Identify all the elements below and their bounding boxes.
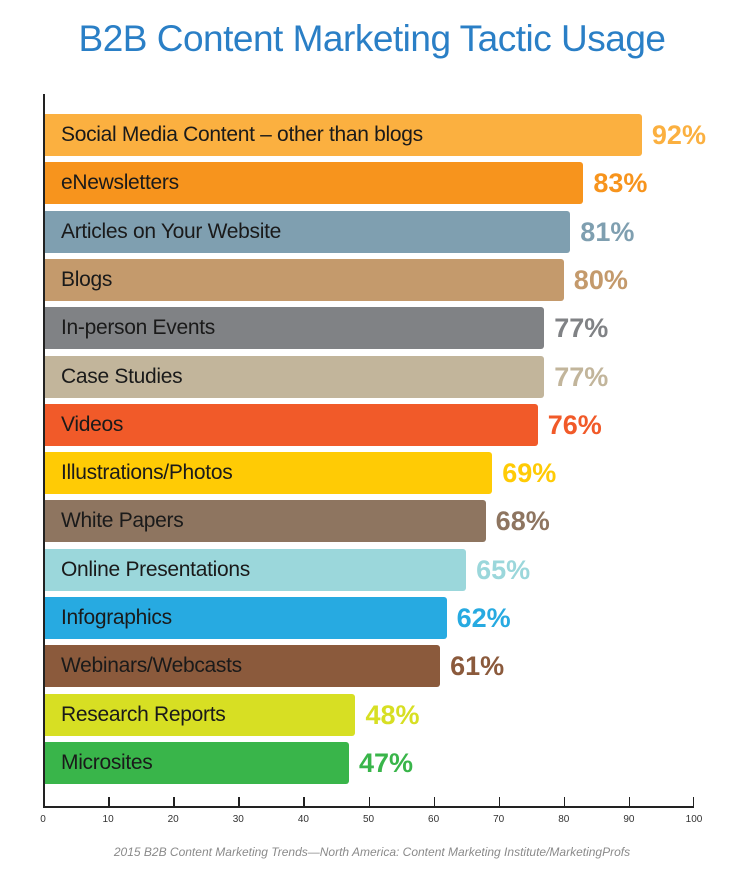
bar-value-label: 77% <box>554 313 609 344</box>
bar-label: Blogs <box>61 267 113 291</box>
bar: Social Media Content – other than blogs <box>45 114 642 156</box>
bar-label: Microsites <box>61 750 153 774</box>
y-axis-line <box>43 94 45 808</box>
bar-label: Illustrations/Photos <box>61 461 233 485</box>
x-tick-mark <box>563 797 566 807</box>
bar: Articles on Your Website <box>45 210 571 253</box>
x-tick-label: 40 <box>297 814 309 825</box>
chart-title: B2B Content Marketing Tactic Usage <box>78 18 666 59</box>
x-tick-mark <box>628 797 631 807</box>
bar-value-label: 47% <box>358 747 414 778</box>
x-tick-mark <box>498 797 501 807</box>
x-tick-mark <box>43 797 45 807</box>
bar-label: Articles on Your Website <box>61 219 282 243</box>
bar-label: Infographics <box>61 606 172 629</box>
x-tick-mark <box>238 797 240 807</box>
bar: Webinars/Webcasts <box>45 645 441 688</box>
x-tick-mark <box>433 797 436 807</box>
bar-value-label: 62% <box>456 603 511 633</box>
chart-plot-area: Social Media Content – other than blogs 9… <box>40 94 706 825</box>
bar-label: Social Media Content – other than blogs <box>61 123 423 146</box>
bar-label: Videos <box>61 412 124 436</box>
bar: Videos <box>45 403 538 446</box>
bar-value-label: 77% <box>554 361 609 392</box>
bar-value-label: 48% <box>365 699 420 730</box>
bar: Infographics <box>45 597 447 639</box>
bar-label: Online Presentations <box>61 557 250 581</box>
x-tick-mark <box>692 797 694 807</box>
bar-value-label: 80% <box>573 264 628 295</box>
x-tick-label: 80 <box>558 814 570 825</box>
bar-label: In-person Events <box>61 316 215 340</box>
bar-label: Research Reports <box>61 702 226 726</box>
x-tick-label: 90 <box>623 814 635 825</box>
x-tick-label: 20 <box>167 814 179 825</box>
x-tick-label: 60 <box>428 814 440 825</box>
bar-value-label: 81% <box>580 216 635 247</box>
x-tick-label: 0 <box>40 814 46 825</box>
bar-label: eNewsletters <box>61 171 179 195</box>
x-tick-mark <box>368 797 370 807</box>
bar-value-label: 92% <box>651 120 706 150</box>
bar-value-label: 68% <box>495 506 550 537</box>
bar: Research Reports <box>45 693 356 736</box>
source-caption: 2015 B2B Content Marketing Trends—North … <box>113 845 631 859</box>
bar-value-label: 69% <box>502 458 557 489</box>
x-tick-label: 50 <box>362 814 375 825</box>
bar: In-person Events <box>45 307 545 350</box>
bar: White Papers <box>45 500 486 543</box>
x-tick-label: 30 <box>232 814 244 825</box>
bar: Blogs <box>45 258 564 301</box>
bar: Online Presentations <box>45 548 467 591</box>
bar-label: Webinars/Webcasts <box>61 654 242 678</box>
bar: Illustrations/Photos <box>45 452 493 495</box>
x-tick-label: 70 <box>493 814 505 825</box>
bar-label: Case Studies <box>61 364 183 388</box>
bar: Microsites <box>45 741 349 784</box>
bar-value-label: 83% <box>593 168 648 199</box>
bar: Case Studies <box>45 355 545 398</box>
bar-value-label: 61% <box>450 651 505 682</box>
x-tick-mark <box>173 797 175 807</box>
x-tick-mark <box>303 797 305 807</box>
x-axis-line <box>43 806 694 808</box>
bar-value-label: 65% <box>476 554 531 585</box>
bar-label: White Papers <box>61 509 184 533</box>
x-tick-mark <box>108 797 110 807</box>
x-tick-label: 100 <box>685 814 703 825</box>
x-tick-label: 10 <box>102 814 114 825</box>
bar: eNewsletters <box>45 162 584 205</box>
bar-value-label: 76% <box>547 409 602 440</box>
